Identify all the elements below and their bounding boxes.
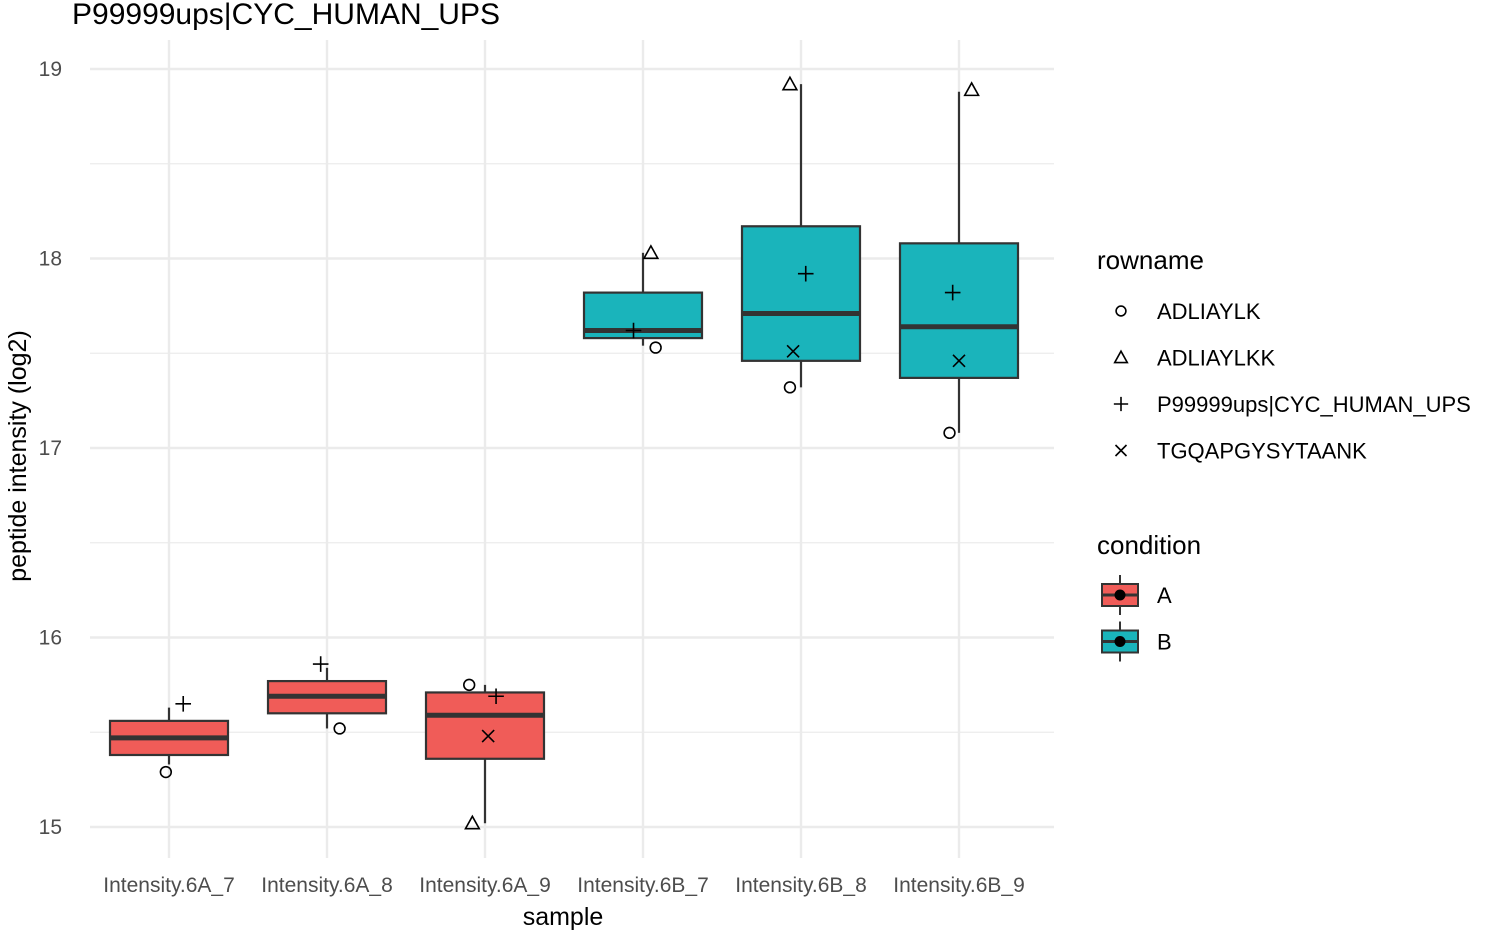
box-3	[424, 684, 546, 824]
legend-label: B	[1157, 630, 1172, 655]
point-triangle	[781, 75, 799, 91]
y-tick-label: 17	[39, 437, 62, 460]
point-circle	[783, 381, 797, 394]
point-plus	[797, 265, 814, 282]
x-tick-label: Intensity.6A_9	[419, 874, 551, 897]
legend-key-cross	[1114, 444, 1128, 457]
x-axis-title: sample	[523, 903, 604, 931]
point-plus	[625, 322, 642, 339]
point-layer	[159, 75, 980, 830]
point-plus	[312, 656, 329, 672]
legend-label: ADLIAYLKK	[1157, 346, 1276, 371]
x-tick-label: Intensity.6B_8	[735, 874, 867, 897]
box-6	[898, 91, 1020, 433]
legend-key-dot	[1114, 636, 1126, 647]
legend-condition-title: condition	[1097, 530, 1201, 560]
x-axis-ticks: Intensity.6A_7 Intensity.6A_8 Intensity.6A…	[103, 874, 1025, 897]
y-tick-label: 19	[39, 58, 62, 81]
box-4	[582, 252, 704, 346]
box-iqr	[898, 242, 1020, 379]
point-plus	[944, 284, 961, 301]
point-triangle	[963, 81, 980, 97]
point-circle	[159, 765, 173, 779]
point-circle	[649, 341, 662, 354]
x-tick-label: Intensity.6B_9	[893, 874, 1025, 897]
legend-label: TGQAPGYSYTAANK	[1157, 439, 1367, 464]
point-plus	[488, 688, 504, 705]
y-axis-title: peptide intensity (log2)	[4, 330, 32, 582]
legend-key-plus	[1113, 396, 1129, 412]
box-iqr	[424, 691, 546, 760]
x-tick-label: Intensity.6B_7	[577, 874, 709, 897]
legend-rowname: rowname ADLIAYLK ADLIAYLKK P99999ups|CYC_H…	[1097, 245, 1471, 464]
chart-title: P99999ups|CYC_HUMAN_UPS	[72, 0, 500, 31]
y-tick-label: 18	[39, 248, 62, 271]
point-triangle	[464, 814, 481, 830]
box-1	[108, 707, 230, 765]
point-cross	[952, 354, 966, 368]
legend-condition: condition AB	[1097, 530, 1201, 662]
legend-label: ADLIAYLK	[1157, 299, 1261, 324]
point-circle	[333, 722, 346, 735]
legend-key-dot	[1114, 589, 1126, 601]
legend-label: A	[1157, 583, 1172, 608]
box-layer	[108, 84, 1020, 824]
point-cross	[481, 729, 495, 743]
point-cross	[786, 344, 800, 358]
x-tick-label: Intensity.6A_8	[261, 874, 393, 897]
box-5	[740, 84, 862, 388]
box-iqr	[740, 225, 862, 362]
point-circle	[463, 678, 476, 692]
legend-key-circle	[1115, 305, 1127, 317]
legend-label: P99999ups|CYC_HUMAN_UPS	[1157, 392, 1471, 417]
box-2	[266, 667, 388, 729]
grid-lines	[90, 40, 1054, 858]
point-triangle	[642, 244, 660, 260]
point-plus	[175, 696, 192, 712]
y-tick-label: 16	[39, 627, 62, 650]
y-axis-ticks: 15 16 17 18 19	[39, 58, 62, 839]
y-tick-label: 15	[39, 816, 62, 839]
point-circle	[943, 426, 956, 440]
legend-rowname-title: rowname	[1097, 245, 1204, 275]
x-tick-label: Intensity.6A_7	[103, 874, 235, 897]
legend-key-triangle	[1113, 349, 1129, 364]
